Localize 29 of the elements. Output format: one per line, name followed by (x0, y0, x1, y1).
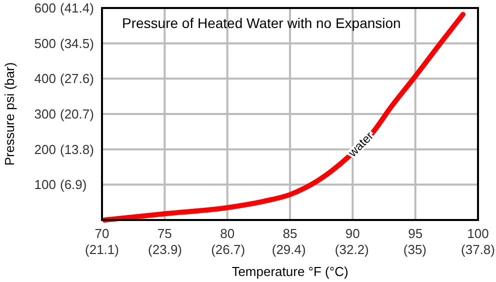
x2-tick-label: (37.8) (461, 242, 495, 257)
y2-tick-label: (13.8) (60, 142, 94, 157)
x-tick-label: 85 (282, 226, 298, 241)
x-tick-label: 75 (157, 226, 172, 241)
text: Pressure of Heated Water with no Expansion (122, 15, 401, 31)
y-axis-title: Pressure psi (bar) (2, 62, 17, 166)
x-tick-label: 100 (467, 226, 489, 241)
y2-tick-label: (6.9) (60, 177, 87, 192)
x-tick-label: 80 (220, 226, 235, 241)
x2-tick-label: (29.4) (272, 242, 306, 257)
y2-tick-label: (41.4) (60, 0, 94, 16)
y2-tick-label: (20.7) (60, 106, 94, 122)
y-tick-label: 300 (34, 106, 56, 122)
x2-tick-label: (26.7) (211, 242, 246, 257)
x-tick-label: 95 (408, 226, 423, 241)
y-tick-label: 600 (34, 0, 56, 16)
y2-tick-label: (27.6) (60, 71, 94, 86)
x-axis-title: Temperature °F (°C) (232, 264, 348, 279)
y-tick-label: 200 (34, 142, 56, 157)
x2-tick-label: (23.9) (148, 242, 182, 257)
x2-tick-label: (32.2) (334, 242, 369, 257)
y-tick-label: 400 (34, 71, 56, 86)
y-tick-label: 500 (34, 36, 56, 51)
x2-tick-label: (35) (403, 242, 427, 257)
y-tick-label: 100 (34, 177, 56, 192)
x2-tick-label: (21.1) (85, 242, 119, 257)
x-tick-label: 70 (94, 226, 110, 241)
y2-tick-label: (34.5) (60, 36, 94, 51)
x-tick-label: 90 (345, 226, 360, 241)
